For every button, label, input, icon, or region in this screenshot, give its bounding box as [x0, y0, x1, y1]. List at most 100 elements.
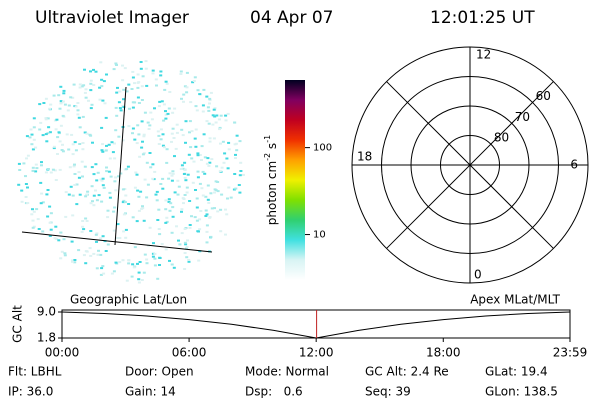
image-pixel [182, 202, 185, 205]
image-pixel [101, 99, 105, 102]
image-pixel [216, 210, 220, 213]
image-pixel [207, 201, 211, 204]
image-pixel [183, 168, 187, 171]
image-pixel [26, 186, 29, 189]
image-pixel [167, 200, 171, 203]
image-pixel [96, 253, 100, 256]
image-pixel [136, 73, 140, 76]
image-pixel [163, 88, 167, 91]
image-pixel [151, 163, 155, 166]
image-pixel [101, 265, 105, 268]
image-pixel [89, 82, 93, 85]
image-pixel [20, 189, 24, 192]
image-pixel [157, 208, 161, 211]
image-pixel [180, 232, 184, 235]
image-pixel [158, 233, 162, 236]
image-pixel [173, 191, 177, 194]
image-pixel [148, 152, 152, 154]
image-pixel [196, 230, 200, 233]
image-pixel [71, 259, 75, 262]
image-pixel [77, 176, 81, 179]
image-pixel [34, 170, 38, 173]
image-pixel [135, 142, 139, 145]
image-pixel [162, 103, 166, 106]
image-pixel [149, 111, 153, 114]
image-pixel [112, 229, 116, 232]
lat-label: 60 [536, 89, 551, 103]
image-pixel [173, 107, 177, 110]
geo-line [21, 231, 213, 253]
image-pixel [214, 189, 218, 192]
image-pixel [154, 193, 158, 196]
image-pixel [198, 154, 202, 156]
image-pixel [131, 70, 135, 73]
image-pixel [182, 100, 185, 103]
image-pixel [114, 176, 118, 179]
image-pixel [133, 82, 136, 85]
image-pixel [137, 81, 141, 84]
image-pixel [117, 135, 121, 138]
image-pixel [130, 88, 134, 90]
image-pixel [187, 260, 191, 263]
image-pixel [101, 177, 105, 180]
image-pixel [239, 170, 243, 172]
image-pixel [109, 175, 113, 178]
image-pixel [55, 238, 59, 240]
image-pixel [237, 184, 241, 186]
image-pixel [227, 186, 231, 189]
image-pixel [141, 140, 144, 143]
image-pixel [28, 136, 32, 139]
image-pixel [183, 241, 187, 244]
image-pixel [48, 131, 52, 134]
image-pixel [81, 175, 84, 178]
image-pixel [90, 166, 94, 169]
image-pixel [57, 239, 61, 242]
image-pixel [134, 171, 138, 174]
image-pixel [164, 117, 168, 120]
image-pixel [142, 219, 146, 222]
image-pixel [161, 144, 165, 147]
image-pixel [167, 177, 171, 180]
image-pixel [196, 89, 200, 92]
image-pixel [205, 162, 209, 165]
image-pixel [213, 207, 216, 210]
image-pixel [53, 169, 57, 172]
image-pixel [126, 165, 130, 168]
image-pixel [138, 155, 142, 158]
image-pixel [100, 200, 104, 203]
image-pixel [142, 271, 146, 274]
image-pixel [113, 142, 116, 145]
image-pixel [95, 232, 99, 235]
image-pixel [92, 252, 96, 255]
image-pixel [182, 93, 186, 96]
mlt-label: 18 [357, 150, 372, 164]
image-pixel [180, 128, 184, 131]
image-pixel [67, 193, 71, 196]
image-pixel [30, 213, 34, 216]
image-pixel [77, 249, 81, 252]
image-pixel [121, 79, 125, 82]
image-pixel [22, 162, 26, 165]
image-pixel [164, 80, 168, 83]
image-pixel [151, 255, 155, 258]
image-pixel [145, 161, 149, 164]
image-pixel [206, 106, 210, 109]
image-pixel [32, 117, 36, 120]
image-pixel [201, 170, 205, 173]
image-pixel [105, 166, 108, 169]
image-pixel [131, 132, 134, 135]
image-pixel [219, 142, 222, 145]
image-pixel [32, 210, 36, 213]
image-pixel [208, 161, 212, 164]
image-pixel [31, 169, 35, 172]
image-pixel [73, 141, 77, 144]
image-pixel [219, 114, 223, 117]
image-pixel [168, 172, 172, 175]
image-pixel [108, 157, 112, 160]
image-pixel [80, 160, 84, 163]
image-pixel [101, 143, 105, 146]
image-pixel [39, 202, 43, 205]
image-pixel [137, 271, 141, 274]
image-pixel [158, 100, 162, 103]
image-pixel [30, 133, 34, 136]
